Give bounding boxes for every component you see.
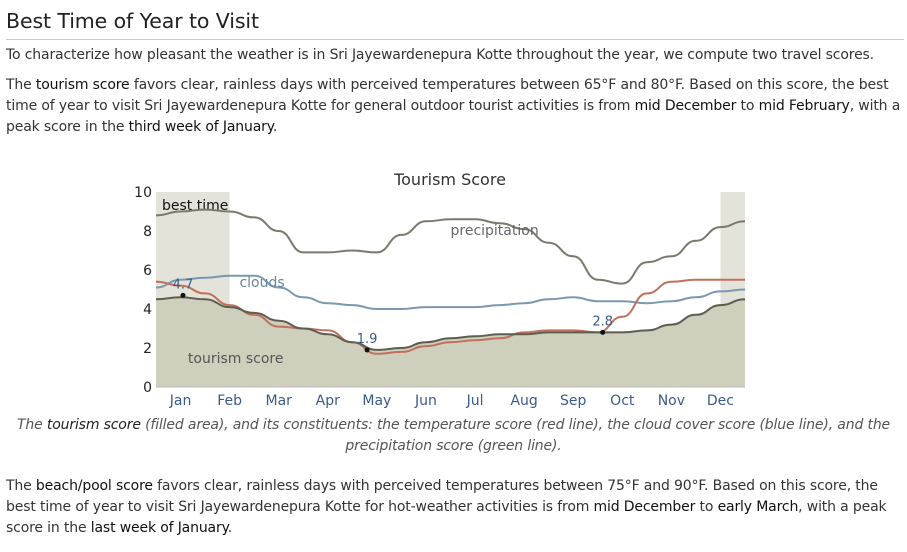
- caption-tourism-term: tourism score: [46, 417, 141, 433]
- y-tick-label: 4: [143, 302, 152, 318]
- y-tick-label: 8: [143, 224, 152, 240]
- tourism-text-5: .: [272, 119, 278, 135]
- tourism-end-date: mid February: [758, 98, 850, 114]
- beach-end-date: early March: [717, 499, 799, 515]
- precipitation-score-line: [155, 208, 746, 285]
- month-label: Aug: [510, 393, 537, 409]
- annotation-label: 2.8: [592, 314, 613, 329]
- clouds-label: clouds: [239, 275, 284, 291]
- caption-text-1: The: [16, 417, 47, 433]
- month-label: Jun: [414, 393, 437, 409]
- intro-paragraph: To characterize how pleasant the weather…: [6, 47, 874, 63]
- tourism-text-3: to: [736, 98, 759, 114]
- beach-text-2: favors clear, rainless days with perceiv…: [6, 478, 878, 515]
- tourism-text-4: , with a peak score in the: [6, 98, 901, 135]
- month-label: Feb: [217, 393, 242, 409]
- cloud-cover-score-line: [155, 274, 746, 310]
- annotation-marker: [364, 347, 370, 353]
- precipitation-label: precipitation: [451, 223, 539, 239]
- month-label: Jul: [466, 393, 484, 409]
- temperature-score-line: [155, 278, 745, 355]
- beach-text-3: to: [695, 499, 718, 515]
- beach-text-4: , with a peak score in the: [6, 499, 887, 536]
- tourism-score-line: [155, 296, 746, 351]
- caption-text-2: (filled area), and its constituents: the…: [140, 417, 891, 454]
- annotation-marker: [180, 292, 186, 298]
- annotation-label: 4.7: [173, 277, 194, 292]
- annotation-marker: [600, 329, 606, 335]
- chart-caption: The tourism score (filled area), and its…: [0, 415, 907, 457]
- month-label: Dec: [707, 393, 734, 409]
- chart-title: Tourism Score: [393, 170, 506, 189]
- beach-score-term: beach/pool score: [35, 478, 153, 494]
- tourism-score-term: tourism score: [35, 77, 130, 93]
- beach-peak-date: last week of January: [90, 520, 228, 536]
- month-label: Nov: [658, 393, 685, 409]
- tourism-start-date: mid December: [634, 98, 737, 114]
- month-label: Apr: [316, 393, 340, 409]
- y-tick-label: 0: [143, 380, 152, 396]
- page-title: Best Time of Year to Visit: [6, 9, 259, 33]
- title-divider: [6, 39, 904, 40]
- tourism-text-2: favors clear, rainless days with perceiv…: [6, 77, 889, 114]
- tourism-score-label: tourism score: [188, 351, 284, 367]
- tourism-peak-date: third week of January: [128, 119, 273, 135]
- annotation-label: 1.9: [357, 332, 378, 347]
- beach-start-date: mid December: [593, 499, 696, 515]
- month-label: Oct: [610, 393, 635, 409]
- tourism-text-1: The: [6, 77, 36, 93]
- y-tick-label: 10: [134, 185, 152, 201]
- beach-text-5: .: [227, 520, 233, 536]
- beach-paragraph: The beach/pool score favors clear, rainl…: [6, 476, 901, 539]
- month-label: Sep: [560, 393, 587, 409]
- y-tick-label: 2: [143, 341, 152, 357]
- tourism-score-chart: Tourism Score best time tourism score cloud…: [0, 160, 907, 460]
- beach-text-1: The: [6, 478, 36, 494]
- tourism-paragraph: The tourism score favors clear, rainless…: [6, 75, 901, 138]
- y-tick-label: 6: [143, 263, 152, 279]
- month-label: Mar: [265, 393, 292, 409]
- month-label: Jan: [169, 393, 192, 409]
- month-label: May: [362, 393, 391, 409]
